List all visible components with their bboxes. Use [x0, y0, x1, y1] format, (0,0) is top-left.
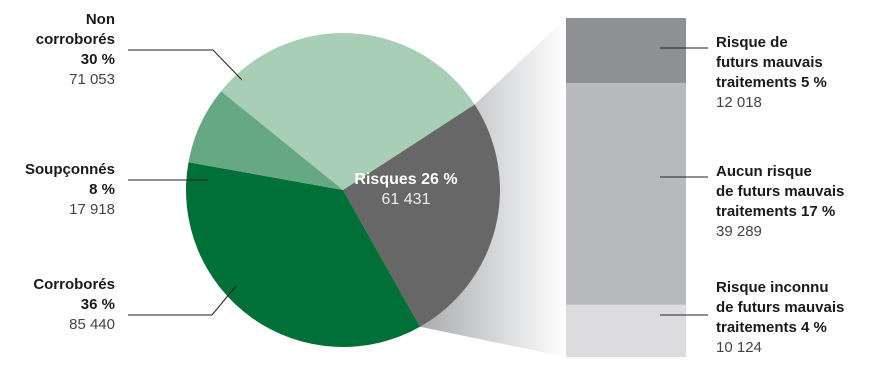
label-corrobores: Corroborés 36 % 85 440: [33, 275, 115, 335]
label-line: futurs mauvais: [716, 54, 823, 71]
bar-segment: [566, 83, 686, 305]
pie-slice: [220, 33, 475, 190]
label-line: Corroborés: [33, 276, 115, 293]
label-line: Aucun risque: [716, 163, 812, 180]
label-line: Soupçonnés: [24, 161, 115, 178]
label-count: 39 289: [716, 223, 762, 240]
label-soupconnes: Soupçonnés 8 % 17 918: [25, 160, 115, 220]
label-non-corrobores: Non corroborés 30 % 71 053: [36, 10, 115, 90]
label-count: 12 018: [716, 94, 762, 111]
label-risques: Risques 26 % 61 431: [330, 170, 482, 210]
label-count: 71 053: [69, 71, 115, 88]
pie-slice: [188, 91, 343, 190]
label-percent: 8 %: [89, 181, 115, 198]
label-count: 17 918: [69, 201, 115, 218]
bar-segment: [566, 304, 686, 357]
label-count: 61 431: [381, 191, 431, 208]
label-percent: 36 %: [80, 296, 115, 313]
label-line: corroborés: [35, 31, 115, 48]
label-line: Risques 26 %: [354, 171, 458, 188]
label-line: Risque inconnu: [716, 279, 829, 296]
bar-segment: [566, 18, 686, 84]
leader-line: [128, 49, 243, 81]
label-line: de futurs mauvais: [716, 183, 845, 200]
label-count: 10 124: [716, 339, 762, 356]
connector-fan: [420, 18, 566, 357]
label-count: 85 440: [69, 316, 115, 333]
label-line: traitements 4 %: [716, 319, 827, 336]
leader-line: [128, 285, 237, 316]
pie-slice: [343, 104, 500, 327]
pie-slice: [185, 162, 421, 347]
label-aucun-risque: Aucun risque de futurs mauvais traitemen…: [716, 162, 844, 242]
label-percent: 30 %: [80, 51, 115, 68]
label-line: de futurs mauvais: [716, 299, 845, 316]
label-line: traitements 5 %: [716, 74, 827, 91]
label-line: Non: [85, 11, 115, 28]
label-risque-inconnu: Risque inconnu de futurs mauvais traitem…: [716, 278, 844, 358]
label-line: traitements 17 %: [716, 203, 836, 220]
label-line: Risque de: [716, 34, 788, 51]
label-risque-futurs: Risque de futurs mauvais traitements 5 %…: [716, 33, 827, 113]
